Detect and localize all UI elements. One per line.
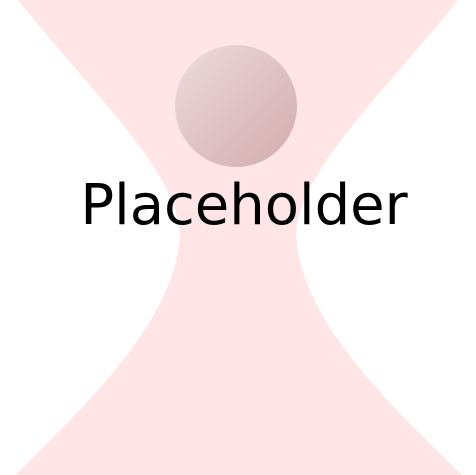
placeholder-label: Placeholder: [80, 173, 408, 238]
silhouette-head: [175, 45, 297, 167]
silhouette-body: [16, 0, 462, 475]
